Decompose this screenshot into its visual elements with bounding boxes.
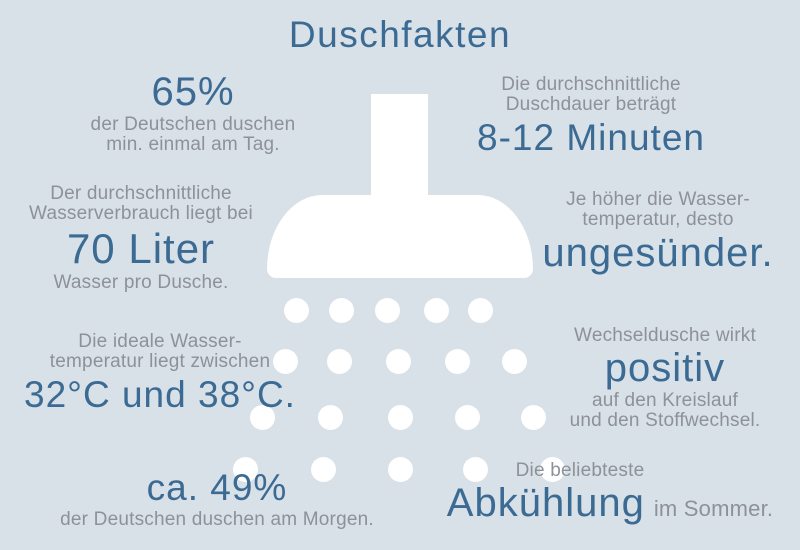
water-drop-icon [387,404,413,430]
fact-water-usage-text: Wasserverbrauch liegt bei [29,203,253,225]
fact-ideal-temperature-text: temperatur liegt zwischen [49,351,271,373]
fact-temperature-health: Je höher die Wasser- temperatur, desto u… [533,189,783,275]
fact-summer-cooling-value: Abkühlung [446,481,645,526]
water-drop-icon [387,456,413,482]
fact-contrast-shower: Wechseldusche wirkt positiv auf den Krei… [545,325,785,432]
fact-water-usage-value: 70 Liter [66,224,216,272]
water-drop-icon [385,348,411,374]
shower-head-dome [267,195,533,278]
fact-temperature-health-text: temperatur, desto [582,209,734,231]
water-drop-icon [374,297,400,323]
fact-contrast-shower-value: positiv [604,346,726,391]
fact-shower-duration-text: Die durchschnittliche [501,74,681,95]
fact-shower-duration-text: Duschdauer beträgt [505,94,677,116]
fact-summer-cooling-suffix: im Sommer. [653,496,774,522]
water-drop-icon [326,348,352,374]
fact-daily-showers-value: 65% [151,70,235,114]
fact-temperature-health-value: ungesünder. [542,230,774,275]
fact-water-usage-text: Der durchschnittliche [50,183,232,204]
fact-contrast-shower-text: Wechseldusche wirkt [574,325,756,346]
water-drop-icon [423,297,449,323]
water-drop-icon [501,348,527,374]
water-drop-icon [328,297,354,323]
fact-summer-cooling-text: Die beliebteste [515,460,645,481]
page-title: Duschfakten [288,14,512,55]
fact-summer-cooling: Die beliebteste Abkühlung im Sommer. [430,460,790,526]
shower-pipe [371,94,428,200]
fact-ideal-temperature-text: Die ideale Wasser- [78,331,242,352]
fact-daily-showers-text: der Deutschen duschen [90,113,296,135]
water-drop-icon [249,404,275,430]
fact-ideal-temperature-value: 32°C und 38°C. [24,373,296,415]
water-drop-icon [467,297,493,323]
water-drop-icon [520,404,546,430]
water-drop-icon [272,348,298,374]
fact-daily-showers: 65% der Deutschen duschen min. einmal am… [53,70,333,155]
water-drop-icon [283,297,309,323]
water-drop-icon [539,456,565,482]
fact-morning-showers: ca. 49% der Deutschen duschen am Morgen. [37,466,397,530]
water-drop-icon [462,456,488,482]
fact-shower-duration-value: 8-12 Minuten [477,116,705,158]
fact-contrast-shower-text: auf den Kreislauf [592,390,738,412]
water-drop-icon [444,348,470,374]
fact-shower-duration: Die durchschnittliche Duschdauer beträgt… [461,74,721,159]
water-drop-icon [317,404,343,430]
water-drop-icon [454,404,480,430]
fact-ideal-temperature: Die ideale Wasser- temperatur liegt zwis… [10,331,310,416]
water-drop-icon [310,456,336,482]
fact-temperature-health-text: Je höher die Wasser- [566,189,750,210]
fact-morning-showers-text: der Deutschen duschen am Morgen. [60,508,374,530]
water-drop-icon [232,456,258,482]
fact-contrast-shower-text: und den Stoffwechsel. [569,410,761,432]
fact-water-usage: Der durchschnittliche Wasserverbrauch li… [1,183,281,293]
fact-daily-showers-text: min. einmal am Tag. [106,134,280,156]
fact-morning-showers-value: ca. 49% [146,467,288,508]
fact-water-usage-text: Wasser pro Dusche. [53,271,229,293]
